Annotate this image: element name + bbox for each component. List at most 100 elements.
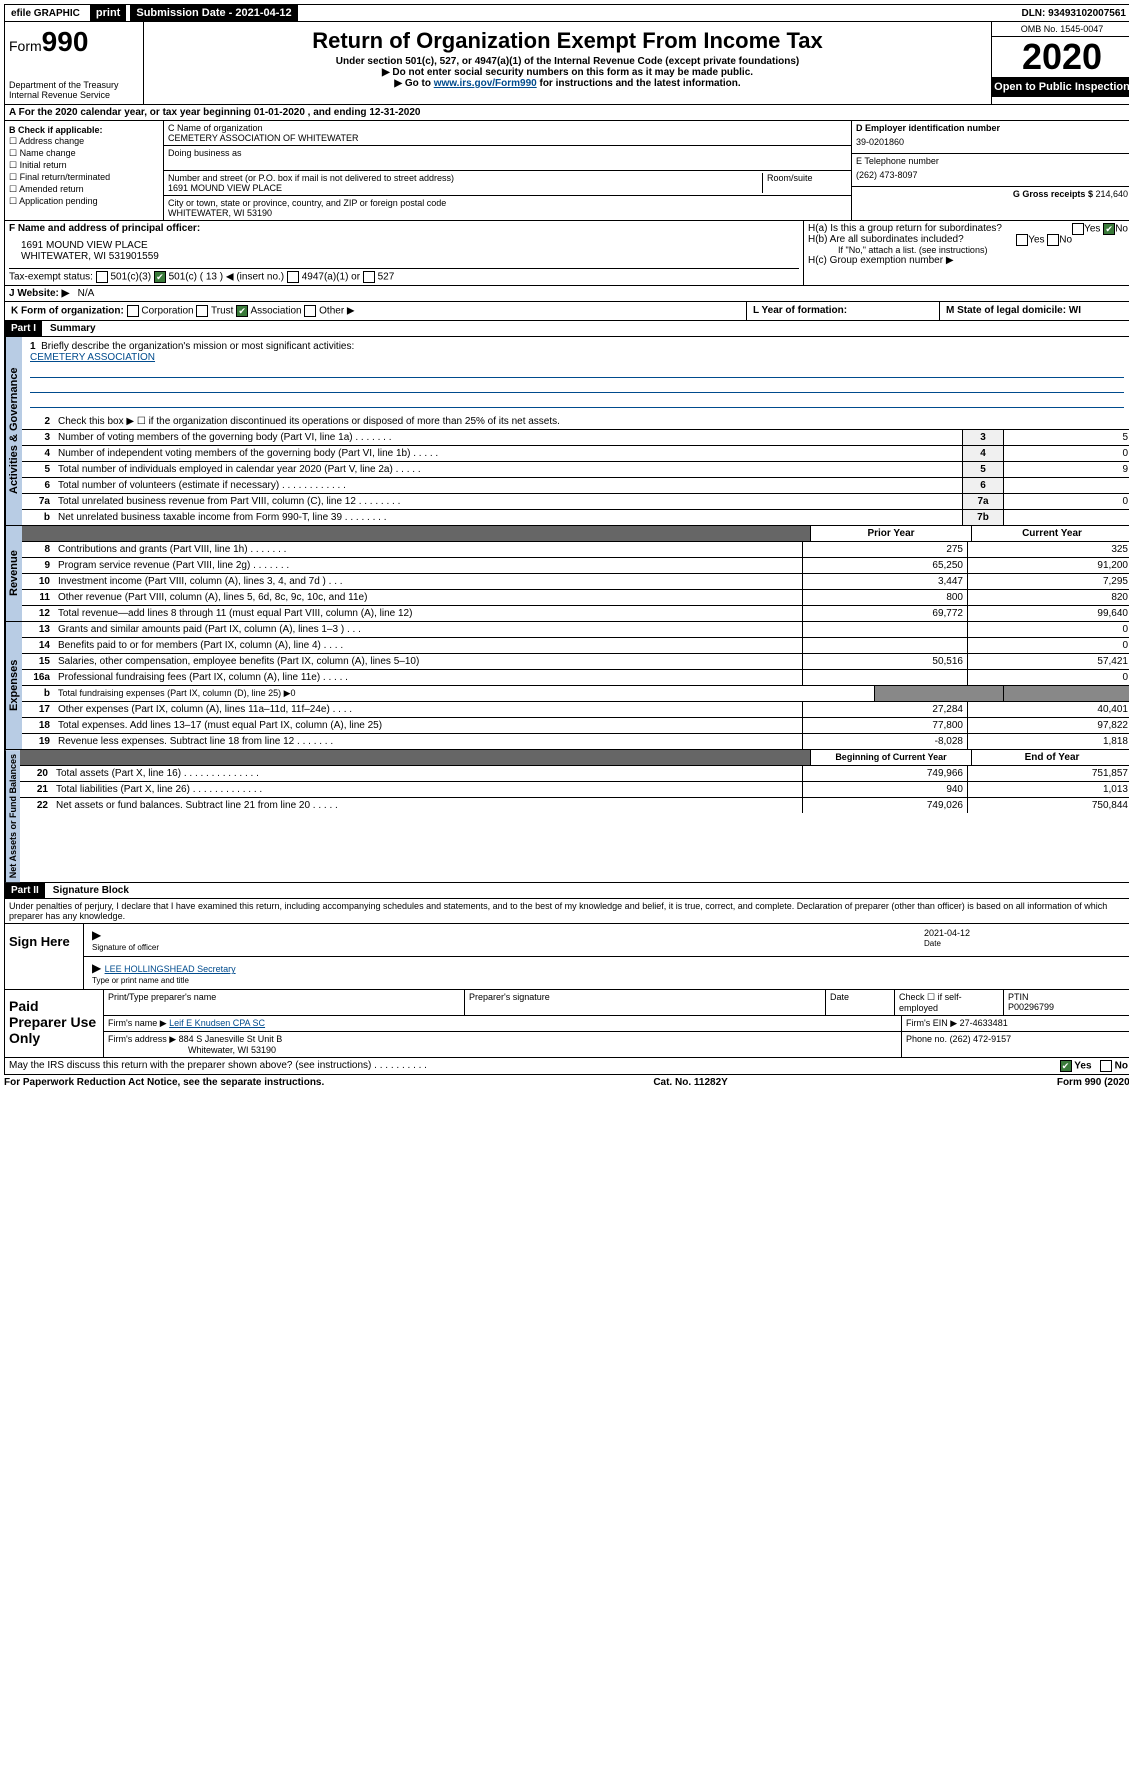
revenue-section: Revenue Prior Year Current Year 8Contrib… [4, 526, 1129, 622]
table-row: 16aProfessional fundraising fees (Part I… [22, 670, 1129, 686]
mission-text: CEMETERY ASSOCIATION [30, 352, 1124, 363]
chk-trust[interactable] [196, 305, 208, 317]
irs-label: Internal Revenue Service [9, 90, 139, 100]
discuss-yes[interactable]: ✔ [1060, 1060, 1072, 1072]
chk-association[interactable]: ✔ [236, 305, 248, 317]
open-public: Open to Public Inspection [992, 77, 1129, 97]
paid-preparer-block: Paid Preparer Use Only Print/Type prepar… [4, 990, 1129, 1058]
ein-label: D Employer identification number [856, 123, 1000, 133]
table-row: 13Grants and similar amounts paid (Part … [22, 622, 1129, 638]
table-row: 21Total liabilities (Part X, line 26) . … [20, 782, 1129, 798]
chk-initial-return[interactable]: Initial return [9, 160, 159, 171]
print-button[interactable]: print [90, 5, 126, 21]
room-suite-label: Room/suite [762, 173, 847, 193]
prep-sig-header: Preparer's signature [465, 990, 826, 1015]
hb-no[interactable] [1047, 234, 1059, 246]
line2-text: Check this box ▶ ☐ if the organization d… [54, 414, 1129, 429]
principal-officer-label: F Name and address of principal officer: [9, 223, 200, 234]
org-name-label: C Name of organization [168, 123, 847, 133]
goto-note: ▶ Go to www.irs.gov/Form990 for instruct… [148, 78, 987, 89]
firm-addr1: 884 S Janesville St Unit B [179, 1034, 283, 1044]
gross-receipts-label: G Gross receipts $ [1013, 189, 1096, 199]
ha-label: H(a) Is this a group return for subordin… [808, 223, 1002, 234]
efile-label: efile GRAPHIC [5, 6, 86, 21]
table-row: 4Number of independent voting members of… [22, 446, 1129, 462]
table-row: 20Total assets (Part X, line 16) . . . .… [20, 766, 1129, 782]
net-assets-section: Net Assets or Fund Balances Beginning of… [4, 750, 1129, 883]
part1-title: Summary [42, 323, 96, 334]
table-row: bTotal fundraising expenses (Part IX, co… [22, 686, 1129, 702]
discuss-row: May the IRS discuss this return with the… [4, 1058, 1129, 1075]
omb-number: OMB No. 1545-0047 [992, 22, 1129, 37]
hb-yes[interactable] [1016, 234, 1028, 246]
submission-date: Submission Date - 2021-04-12 [130, 5, 297, 21]
form-header: Form990 Department of the Treasury Inter… [4, 22, 1129, 105]
hc-label: H(c) Group exemption number ▶ [808, 255, 1128, 266]
table-row: 18Total expenses. Add lines 13–17 (must … [22, 718, 1129, 734]
prep-date-header: Date [826, 990, 895, 1015]
chk-address-change[interactable]: Address change [9, 136, 159, 147]
dln: DLN: 93493102007561 [1021, 8, 1129, 19]
page-footer: For Paperwork Reduction Act Notice, see … [4, 1075, 1129, 1090]
vert-governance: Activities & Governance [5, 337, 22, 525]
tax-exempt-label: Tax-exempt status: [9, 272, 93, 283]
chk-501c[interactable]: ✔ [154, 271, 166, 283]
table-row: 22Net assets or fund balances. Subtract … [20, 798, 1129, 813]
hb-label: H(b) Are all subordinates included? [808, 234, 964, 245]
telephone-label: E Telephone number [856, 156, 1128, 166]
ha-yes[interactable] [1072, 223, 1084, 235]
chk-amended[interactable]: Amended return [9, 184, 159, 195]
ssn-note: ▶ Do not enter social security numbers o… [148, 67, 987, 78]
officer-addr2: WHITEWATER, WI 531901559 [21, 251, 787, 262]
form-number: Form990 [9, 26, 139, 58]
chk-501c3[interactable] [96, 271, 108, 283]
end-year-header: End of Year [971, 750, 1129, 765]
discuss-no[interactable] [1100, 1060, 1112, 1072]
table-row: 19Revenue less expenses. Subtract line 1… [22, 734, 1129, 749]
form-title: Return of Organization Exempt From Incom… [148, 28, 987, 54]
chk-corporation[interactable] [127, 305, 139, 317]
officer-name-title: LEE HOLLINGSHEAD Secretary Type or print… [88, 959, 1128, 987]
table-row: 6Total number of volunteers (estimate if… [22, 478, 1129, 494]
chk-527[interactable] [363, 271, 375, 283]
part1-header: Part I [5, 321, 42, 336]
prep-selfemp: Check ☐ if self-employed [895, 990, 1004, 1015]
form-ref: Form 990 (2020) [1057, 1077, 1129, 1088]
perjury-statement: Under penalties of perjury, I declare th… [5, 898, 1129, 923]
table-row: bNet unrelated business taxable income f… [22, 510, 1129, 525]
table-row: 12Total revenue—add lines 8 through 11 (… [22, 606, 1129, 621]
vert-net-assets: Net Assets or Fund Balances [5, 750, 20, 882]
table-row: 15Salaries, other compensation, employee… [22, 654, 1129, 670]
table-row: 10Investment income (Part VIII, column (… [22, 574, 1129, 590]
ha-no[interactable]: ✔ [1103, 223, 1115, 235]
chk-4947[interactable] [287, 271, 299, 283]
chk-final-return[interactable]: Final return/terminated [9, 172, 159, 183]
city-label: City or town, state or province, country… [168, 198, 847, 208]
street-address: 1691 MOUND VIEW PLACE [168, 183, 762, 193]
expenses-section: Expenses 13Grants and similar amounts pa… [4, 622, 1129, 750]
top-bar: efile GRAPHIC print Submission Date - 20… [4, 4, 1129, 22]
telephone-value: (262) 473-8097 [856, 166, 1128, 184]
klm-row: K Form of organization: Corporation Trus… [4, 302, 1129, 321]
chk-application-pending[interactable]: Application pending [9, 196, 159, 207]
website-row: J Website: ▶ N/A [4, 286, 1129, 302]
table-row: 5Total number of individuals employed in… [22, 462, 1129, 478]
chk-name-change[interactable]: Name change [9, 148, 159, 159]
vert-expenses: Expenses [5, 622, 22, 749]
firm-phone: (262) 472-9157 [950, 1034, 1012, 1044]
section-bcd: B Check if applicable: Address change Na… [4, 121, 1129, 221]
sign-here-label: Sign Here [5, 924, 84, 989]
signature-block: Sign Here Signature of officer 2021-04-1… [4, 924, 1129, 990]
officer-addr1: 1691 MOUND VIEW PLACE [21, 240, 787, 251]
paid-preparer-label: Paid Preparer Use Only [5, 990, 104, 1057]
addr-label: Number and street (or P.O. box if mail i… [168, 173, 762, 183]
table-row: 3Number of voting members of the governi… [22, 430, 1129, 446]
chk-other[interactable] [304, 305, 316, 317]
begin-year-header: Beginning of Current Year [810, 750, 971, 765]
irs-link[interactable]: www.irs.gov/Form990 [434, 78, 537, 89]
form-subtitle: Under section 501(c), 527, or 4947(a)(1)… [148, 56, 987, 67]
table-row: 17Other expenses (Part IX, column (A), l… [22, 702, 1129, 718]
website-value: N/A [78, 288, 95, 299]
discuss-question: May the IRS discuss this return with the… [9, 1060, 1060, 1072]
dept-treasury: Department of the Treasury [9, 80, 139, 90]
